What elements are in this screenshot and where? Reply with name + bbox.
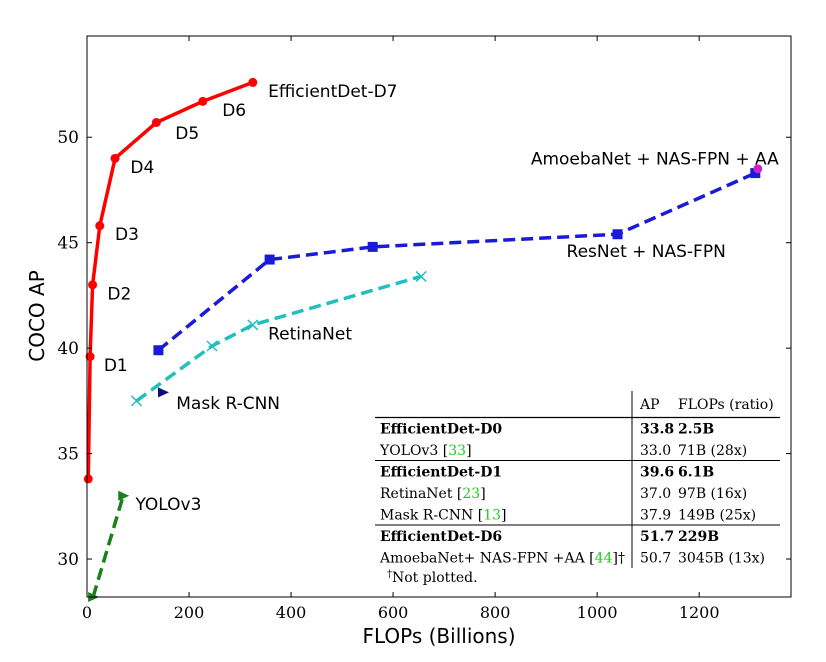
data-point-amoebanet-nas-fpn-aa xyxy=(750,168,761,179)
data-point-efficientdet-d7 xyxy=(95,221,105,231)
data-point-efficientdet-d7 xyxy=(83,474,93,484)
y-tick-label: 45 xyxy=(57,234,79,254)
x-tick-label: 1000 xyxy=(577,603,618,622)
table-flops-value: 6.1B xyxy=(678,465,714,481)
annotation-d5: D5 xyxy=(175,124,199,144)
table-model-name: EfficientDet-D1 xyxy=(380,465,502,481)
annotation-mask-r-cnn: Mask R-CNN xyxy=(176,394,280,414)
data-point-efficientdet-d7 xyxy=(198,96,208,106)
table-header-flops: FLOPs (ratio) xyxy=(678,397,774,413)
y-tick-label: 35 xyxy=(57,445,79,465)
x-tick-label: 400 xyxy=(276,603,307,622)
annotation-yolov3: YOLOv3 xyxy=(134,495,201,515)
data-point-retinanet xyxy=(247,319,259,331)
table-ap-value: 33.0 xyxy=(640,443,671,459)
series-line-retinanet xyxy=(135,274,422,403)
series-line-efficientdet-d7 xyxy=(86,80,254,479)
data-point-retinanet xyxy=(130,395,143,407)
table-model-name: EfficientDet-D0 xyxy=(380,422,502,438)
data-point-yolov3 xyxy=(118,490,130,501)
data-point-mask-r-cnn xyxy=(158,387,170,398)
table-flops-value: 2.5B xyxy=(678,422,714,438)
axis-ticks: 0 200 400 600 800 1000 1200 30 35 40 45 50 xyxy=(57,36,791,622)
data-point-efficientdet-d7 xyxy=(85,352,95,362)
annotation-d3: D3 xyxy=(115,225,139,245)
table-model-name: YOLOv3 [33] xyxy=(379,443,472,459)
table-model-name: RetinaNet [23] xyxy=(380,486,486,502)
table-model-name: AmoebaNet+ NAS-FPN +AA [44]† xyxy=(379,551,625,567)
x-tick-label: 1200 xyxy=(679,603,720,622)
annotation-d1: D1 xyxy=(104,356,128,376)
data-layer xyxy=(83,77,763,602)
series-line-yolov3 xyxy=(91,495,125,598)
table-flops-value: 71B (28x) xyxy=(678,443,747,459)
annotation-layer: EfficientDet-D7 D6 D5 D4 D3 D2 D1 AmoebaNet + N… xyxy=(104,82,779,515)
y-tick-label: 50 xyxy=(57,128,79,148)
data-point-efficientdet-d7 xyxy=(88,280,98,290)
table-ap-value: 39.6 xyxy=(640,465,674,481)
table-footnote: †Not plotted. xyxy=(387,569,478,586)
annotation-d2: D2 xyxy=(107,284,131,304)
annotation-d6: D6 xyxy=(222,101,246,121)
table-header-ap: AP xyxy=(639,397,660,413)
data-point-amoebanet-nas-fpn-aa xyxy=(612,229,623,240)
table-flops-value: 97B (16x) xyxy=(678,486,747,502)
annotation-efficientdet-d7: EfficientDet-D7 xyxy=(268,82,397,102)
annotation-amoebanet-nas-fpn-aa: AmoebaNet + NAS-FPN + AA xyxy=(531,149,779,169)
table-ap-value: 37.0 xyxy=(640,486,671,502)
x-tick-label: 200 xyxy=(174,603,205,622)
table-ap-value: 50.7 xyxy=(640,551,671,567)
table-ap-value: 33.8 xyxy=(640,422,674,438)
y-tick-label: 30 xyxy=(57,550,79,570)
data-point-efficientdet-d7 xyxy=(151,117,161,127)
comparison-table: AP FLOPs (ratio) EfficientDet-D0 33.8 2.5B YO… xyxy=(375,391,780,591)
table-ap-value: 51.7 xyxy=(640,529,674,545)
table-flops-value: 229B xyxy=(678,529,719,545)
series-line-amoebanet-nas-fpn-aa xyxy=(157,171,757,352)
x-tick-label: 800 xyxy=(480,603,511,622)
data-point-amoebanet-nas-fpn-aa xyxy=(153,345,164,356)
annotation-retinanet: RetinaNet xyxy=(268,324,352,344)
plot-frame xyxy=(86,35,792,598)
y-tick-label: 40 xyxy=(57,339,79,359)
x-axis-label: FLOPs (Billions) xyxy=(362,624,515,648)
data-point-efficientdet-d7 xyxy=(248,77,258,87)
data-point-efficientdet-d7 xyxy=(110,153,120,163)
data-point-extra xyxy=(753,164,763,174)
data-point-amoebanet-nas-fpn-aa xyxy=(264,254,275,265)
table-flops-value: 149B (25x) xyxy=(678,508,756,524)
table-flops-value: 3045B (13x) xyxy=(678,551,765,567)
data-point-retinanet xyxy=(206,340,218,352)
data-point-amoebanet-nas-fpn-aa xyxy=(367,241,378,252)
table-model-name: Mask R-CNN [13] xyxy=(380,508,507,524)
x-tick-label: 600 xyxy=(378,603,409,622)
y-axis-label: COCO AP xyxy=(25,270,49,362)
x-tick-label: 0 xyxy=(82,603,92,622)
annotation-resnet-nas-fpn: ResNet + NAS-FPN xyxy=(567,242,726,262)
table-model-name: EfficientDet-D6 xyxy=(380,529,502,545)
table-background xyxy=(375,391,780,591)
table-ap-value: 37.9 xyxy=(640,508,671,524)
data-point-retinanet xyxy=(415,270,427,282)
annotation-d4: D4 xyxy=(130,158,154,178)
